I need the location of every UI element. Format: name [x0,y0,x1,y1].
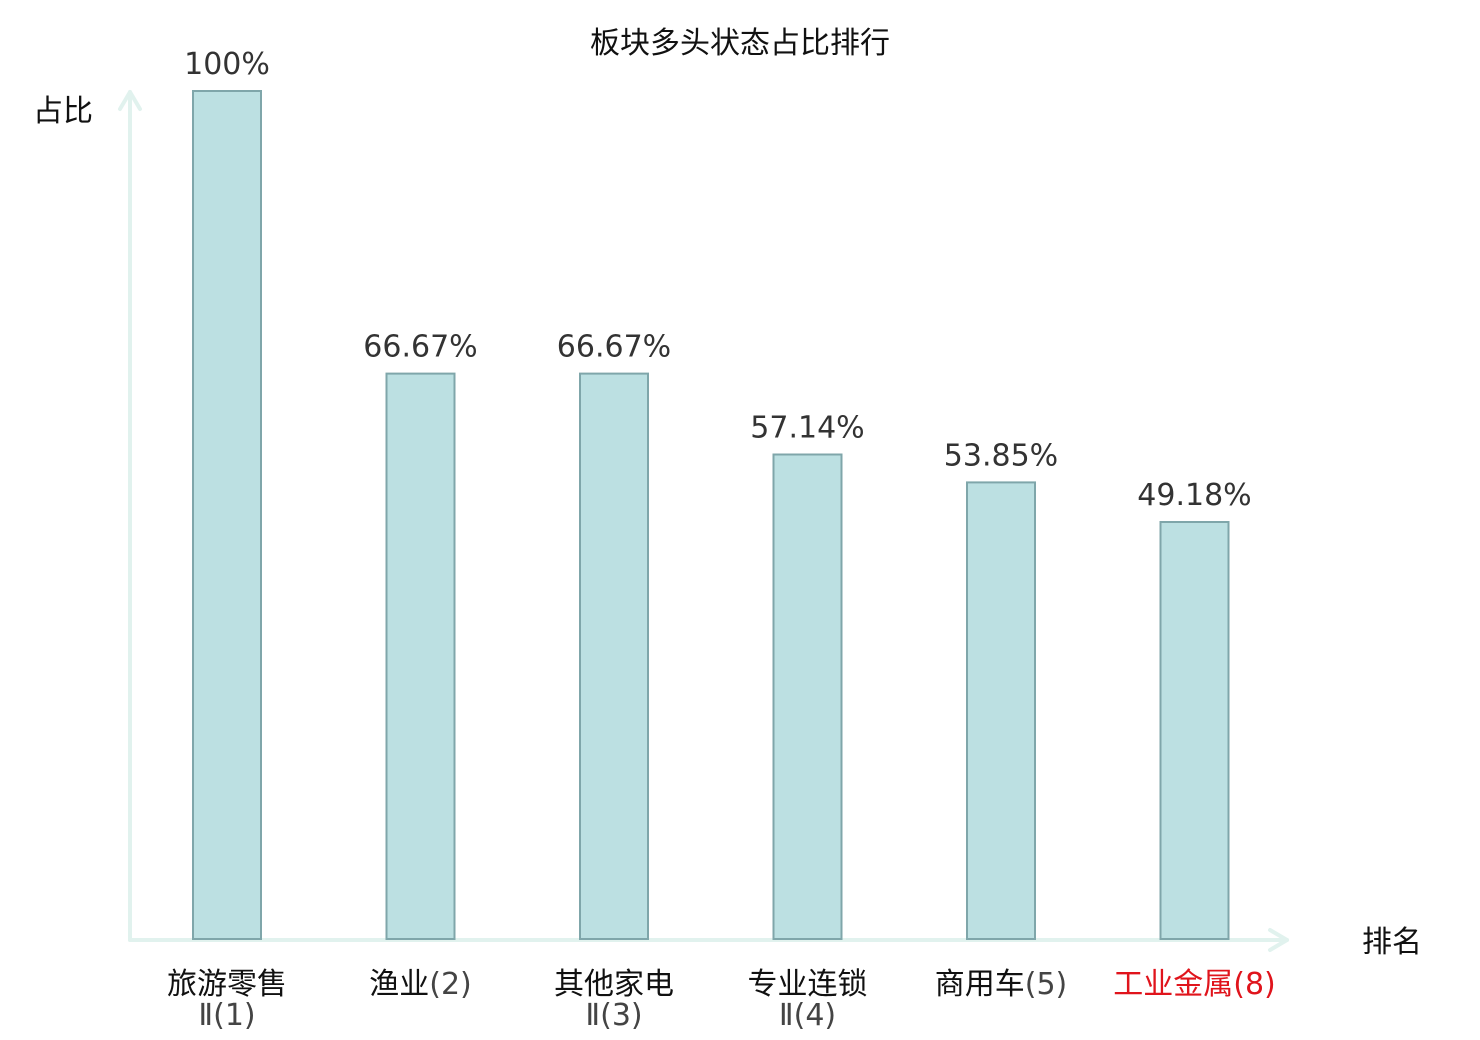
value-label-2: 66.67% [363,330,477,365]
category-label-1: 旅游零售 [167,967,287,1002]
category-label-2: 渔业(2) [369,967,472,1002]
category-label-5: 商用车(5) [935,967,1068,1002]
category-rank-1: Ⅱ(1) [198,998,255,1033]
category-label-4: 专业连锁 [748,967,868,1002]
bar-1 [192,90,262,940]
category-rank-4: Ⅱ(4) [779,998,836,1033]
category-label-6: 工业金属(8) [1113,967,1276,1002]
category-label-3: 其他家电 [554,967,674,1002]
bar-5 [966,481,1036,940]
bar-3 [579,372,649,941]
value-labels: 100% 66.67% 66.67% 57.14% 53.85% 49.18% [184,47,1252,513]
bars [192,90,1230,941]
y-axis-label: 占比 [33,94,93,129]
bar-4 [772,453,843,940]
value-label-3: 66.67% [557,330,671,365]
value-label-1: 100% [184,47,270,82]
y-axis-arrow [118,90,142,111]
value-label-5: 53.85% [944,438,1058,473]
bar-2 [385,372,456,941]
bar-6 [1159,521,1230,940]
x-axis-arrow [1268,928,1289,952]
value-label-6: 49.18% [1137,478,1251,513]
value-label-4: 57.14% [750,411,864,446]
axes [118,90,1289,952]
chart-title: 板块多头状态占比排行 [590,26,890,61]
category-rank-3: Ⅱ(3) [585,998,642,1033]
x-axis-label: 排名 [1362,925,1422,960]
